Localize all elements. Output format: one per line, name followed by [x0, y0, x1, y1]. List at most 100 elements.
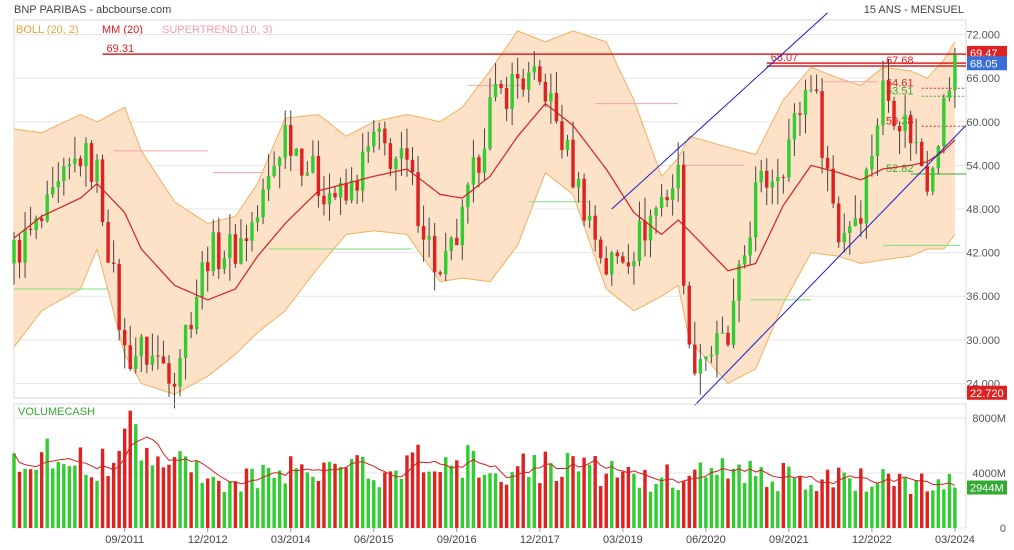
- volume-bar: [842, 472, 846, 528]
- volume-bar: [759, 467, 763, 528]
- volume-bar: [100, 448, 105, 528]
- candle-body: [377, 128, 382, 132]
- volume-bar: [366, 478, 370, 528]
- candle-body: [388, 143, 393, 169]
- volume-bar: [582, 457, 586, 528]
- candle-body: [538, 66, 542, 82]
- volume-bar: [527, 477, 531, 528]
- volume-bar: [836, 467, 841, 528]
- volume-bar: [931, 490, 935, 528]
- volume-bar: [39, 452, 44, 528]
- candle-body: [438, 272, 442, 275]
- candle-body: [515, 73, 520, 79]
- volume-bar: [255, 488, 260, 528]
- volume-bar: [311, 477, 315, 528]
- candle-body: [167, 363, 171, 384]
- candle-body: [908, 114, 913, 144]
- candle-body: [217, 232, 221, 270]
- volume-bar: [510, 472, 514, 528]
- volume-bar: [499, 481, 503, 528]
- volume-bar: [831, 487, 835, 528]
- candle-body: [322, 195, 326, 205]
- volume-bar: [720, 458, 725, 528]
- volume-bar: [455, 460, 459, 528]
- volume-bar: [322, 462, 326, 528]
- volume-tick-label: 8000M: [972, 413, 1006, 425]
- volume-bar: [776, 491, 780, 528]
- candle-body: [421, 225, 426, 240]
- candle-body: [355, 180, 359, 191]
- price-level-label: 69.31: [107, 43, 135, 55]
- candle-body: [836, 203, 841, 243]
- volume-bar: [128, 410, 132, 528]
- candle-body: [383, 128, 387, 144]
- volume-bar: [715, 474, 719, 528]
- price-level-label: 64.61: [886, 77, 914, 89]
- candle-body: [410, 159, 415, 173]
- candle-body: [648, 215, 653, 241]
- candle-body: [776, 177, 780, 182]
- price-tick-label: 54.000: [966, 160, 1000, 172]
- volume-bar: [427, 471, 431, 528]
- candle-body: [333, 193, 337, 198]
- volume-bar: [134, 424, 138, 528]
- candle-body: [543, 81, 548, 102]
- indicator-legend: BOLL (20, 2) MM (20) SUPERTREND (10, 3): [16, 24, 272, 36]
- candle-body: [604, 258, 608, 275]
- candle-body: [244, 238, 249, 241]
- volume-bar: [233, 481, 238, 528]
- candle-body: [399, 148, 404, 159]
- volume-bar: [277, 470, 282, 528]
- volume-bar: [554, 480, 559, 528]
- volume-bar: [172, 457, 177, 528]
- candle-body: [731, 300, 736, 345]
- volume-bar: [477, 477, 481, 528]
- volume-bar: [372, 480, 376, 528]
- volume-title: VOLUMECASH: [18, 406, 95, 418]
- candle-body: [820, 91, 824, 158]
- volume-bar: [632, 473, 636, 528]
- candle-body: [145, 336, 149, 365]
- volume-bar: [859, 468, 863, 528]
- candle-body: [753, 182, 758, 238]
- candle-body: [233, 234, 238, 264]
- volume-bar: [300, 464, 304, 528]
- volume-bar: [565, 453, 570, 528]
- volume-bar: [45, 438, 49, 528]
- volume-bar: [488, 473, 492, 528]
- candle-body: [765, 170, 769, 188]
- volume-axis: 8000M 4000M 0: [972, 413, 1006, 535]
- volume-bar: [781, 462, 786, 528]
- volume-bar: [150, 465, 155, 528]
- volume-bar: [643, 469, 647, 528]
- volume-bar: [178, 451, 182, 528]
- volume-bar: [798, 476, 802, 528]
- candle-body: [521, 78, 525, 90]
- volume-bar: [349, 459, 354, 528]
- volume-average-line: [13, 436, 956, 486]
- volume-bar: [576, 471, 581, 528]
- candle-body: [156, 355, 160, 357]
- candle-body: [875, 125, 880, 156]
- time-tick-label: 03/2019: [603, 534, 643, 546]
- volume-bar: [466, 445, 470, 528]
- volume-bar: [886, 473, 891, 528]
- candle-body: [621, 256, 625, 263]
- candle-body: [471, 157, 476, 185]
- volume-bar: [521, 453, 525, 528]
- candle-body: [449, 237, 453, 251]
- volume-bar: [803, 489, 808, 528]
- candle-body: [698, 358, 703, 374]
- volume-flag-label: 2944M: [970, 483, 1004, 495]
- volume-bar: [914, 480, 918, 528]
- candle-body: [255, 217, 260, 223]
- price-tick-label: 36.000: [966, 291, 1000, 303]
- volume-bar: [421, 472, 426, 528]
- volume-bar: [864, 491, 869, 528]
- period-label: 15 ANS - MENSUEL: [864, 4, 964, 16]
- candle-body: [781, 177, 786, 179]
- candle-body: [554, 93, 559, 122]
- candle-body: [416, 172, 420, 226]
- volume-bar: [753, 476, 758, 528]
- candle-body: [117, 263, 121, 331]
